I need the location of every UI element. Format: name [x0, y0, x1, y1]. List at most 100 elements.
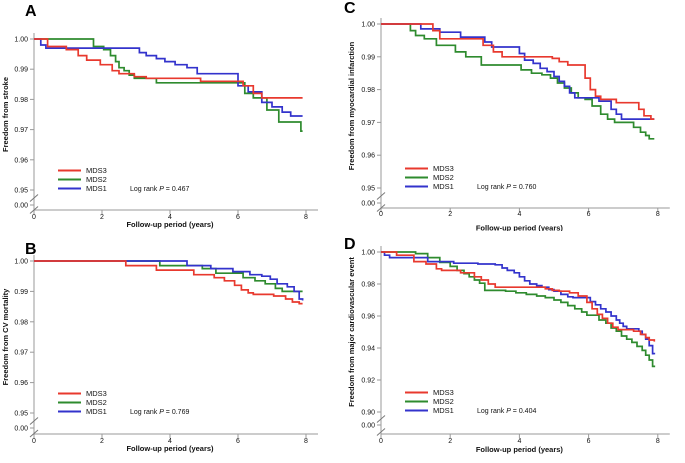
km-chart-myocardial-infarction: 1.00 0.99 0.98 0.97 0.96 0.95 0.00 0 2 4 6 8 Follow-… — [347, 18, 670, 232]
y-tick-label: 0.99 — [361, 54, 375, 61]
y-axis-title: Freedom from myocardial infarction — [347, 41, 356, 170]
y-tick-label: 0.99 — [14, 67, 28, 74]
legend-label-MDS2: MDS2 — [86, 175, 107, 184]
km-chart-cv-mortality: 1.00 0.99 0.98 0.97 0.96 0.95 0.00 0 2 4 6 8 Follow-… — [1, 255, 318, 453]
x-tick-label: 8 — [304, 214, 308, 221]
legend-label-MDS1: MDS1 — [433, 406, 454, 415]
panel-A: 1.00 0.99 0.98 0.97 0.96 0.95 0.00 0 2 4 6 8 Follow-… — [0, 0, 342, 231]
legend-label-MDS3: MDS3 — [433, 388, 454, 397]
y-zero-label: 0.00 — [14, 203, 28, 210]
y-tick-label: 0.98 — [361, 282, 375, 289]
y-tick-label: 1.00 — [14, 37, 28, 44]
x-tick-label: 6 — [236, 438, 240, 445]
x-tick-label: 6 — [587, 438, 591, 445]
axis-break-marks — [376, 415, 386, 436]
y-tick-label: 0.97 — [361, 120, 375, 127]
km-curve-MDS1 — [381, 23, 655, 120]
y-tick-label: 1.00 — [361, 250, 375, 257]
log-rank-p-value: Log rank P = 0.769 — [130, 409, 189, 416]
log-rank-p-value: Log rank P = 0.760 — [477, 184, 536, 191]
legend-label-MDS1: MDS1 — [86, 407, 107, 416]
x-tick-label: 8 — [656, 211, 660, 218]
x-tick-label: 6 — [587, 211, 591, 218]
km-curve-MDS1 — [381, 251, 656, 355]
x-axis-title: Follow-up period (years) — [476, 224, 564, 232]
panel-label-A: A — [25, 3, 37, 20]
y-tick-label: 1.00 — [14, 259, 28, 266]
x-tick-label: 8 — [304, 438, 308, 445]
log-rank-p-value: Log rank P = 0.467 — [130, 186, 189, 193]
x-tick-label: 4 — [168, 438, 172, 445]
km-curve-MDS3 — [34, 38, 303, 99]
y-tick-label: 0.99 — [14, 289, 28, 296]
panel-label-C: C — [344, 0, 356, 17]
y-tick-label: 0.92 — [361, 378, 375, 385]
axes — [30, 33, 318, 214]
axis-break-marks — [29, 194, 39, 214]
legend-label-MDS2: MDS2 — [86, 398, 107, 407]
y-zero-label: 0.00 — [361, 201, 375, 208]
y-tick-label: 0.96 — [361, 314, 375, 321]
axes — [377, 18, 670, 212]
axes — [377, 246, 670, 438]
y-tick-label: 0.98 — [14, 97, 28, 104]
x-tick-label: 8 — [656, 438, 660, 445]
y-axis-title: Freedom from CV mortality — [1, 288, 10, 386]
legend-label-MDS2: MDS2 — [433, 397, 454, 406]
y-tick-label: 0.90 — [361, 410, 375, 417]
x-tick-label: 0 — [379, 438, 383, 445]
km-curve-MDS3 — [381, 23, 655, 120]
x-tick-label: 4 — [517, 438, 521, 445]
y-zero-label: 0.00 — [361, 423, 375, 430]
y-tick-label: 0.97 — [14, 350, 28, 357]
x-axis-title: Follow-up period (years) — [126, 444, 214, 453]
km-curve-MDS3 — [381, 251, 656, 342]
km-curve-MDS2 — [34, 38, 303, 132]
x-tick-label: 2 — [448, 211, 452, 218]
km-curve-MDS1 — [34, 38, 303, 117]
y-tick-label: 1.00 — [361, 22, 375, 29]
y-zero-label: 0.00 — [14, 426, 28, 433]
x-tick-label: 0 — [32, 214, 36, 221]
x-axis-title: Follow-up period (years) — [476, 445, 564, 454]
x-tick-label: 4 — [517, 211, 521, 218]
legend-label-MDS2: MDS2 — [433, 173, 454, 182]
km-curve-MDS1 — [34, 260, 304, 301]
axis-break-marks — [29, 417, 39, 438]
y-tick-label: 0.98 — [14, 319, 28, 326]
km-chart-stroke: 1.00 0.99 0.98 0.97 0.96 0.95 0.00 0 2 4 6 8 Follow-… — [1, 33, 318, 229]
km-chart-major-cv-event: 1.00 0.98 0.96 0.94 0.92 0.90 0.00 0 2 4 6 8 Follow-… — [347, 246, 670, 454]
legend-label-MDS3: MDS3 — [86, 389, 107, 398]
x-tick-label: 2 — [100, 438, 104, 445]
x-tick-label: 0 — [379, 211, 383, 218]
x-tick-label: 6 — [236, 214, 240, 221]
y-tick-label: 0.97 — [14, 127, 28, 134]
y-tick-label: 0.96 — [361, 153, 375, 160]
km-curve-MDS2 — [381, 23, 655, 140]
legend-label-MDS3: MDS3 — [86, 166, 107, 175]
x-axis-title: Follow-up period (years) — [126, 220, 214, 229]
y-tick-label: 0.95 — [14, 411, 28, 418]
y-axis-title: Freedom from major cardiovascular event — [347, 257, 356, 407]
x-tick-label: 4 — [168, 214, 172, 221]
km-curve-MDS2 — [381, 251, 656, 368]
y-tick-label: 0.96 — [14, 157, 28, 164]
y-tick-label: 0.96 — [14, 380, 28, 387]
legend-label-MDS1: MDS1 — [86, 184, 107, 193]
log-rank-p-value: Log rank P = 0.404 — [477, 408, 536, 415]
y-tick-label: 0.95 — [14, 188, 28, 195]
y-axis-title: Freedom from stroke — [1, 77, 10, 152]
x-tick-label: 0 — [32, 438, 36, 445]
axis-break-marks — [376, 192, 386, 212]
panel-D: 1.00 0.98 0.96 0.94 0.92 0.90 0.00 0 2 4 6 8 Follow-… — [342, 231, 685, 463]
panel-label-B: B — [25, 241, 37, 258]
x-tick-label: 2 — [100, 214, 104, 221]
panel-B: 1.00 0.99 0.98 0.97 0.96 0.95 0.00 0 2 4 6 8 Follow-… — [0, 231, 342, 463]
axes — [30, 255, 318, 438]
y-tick-label: 0.95 — [361, 186, 375, 193]
legend-label-MDS1: MDS1 — [433, 182, 454, 191]
